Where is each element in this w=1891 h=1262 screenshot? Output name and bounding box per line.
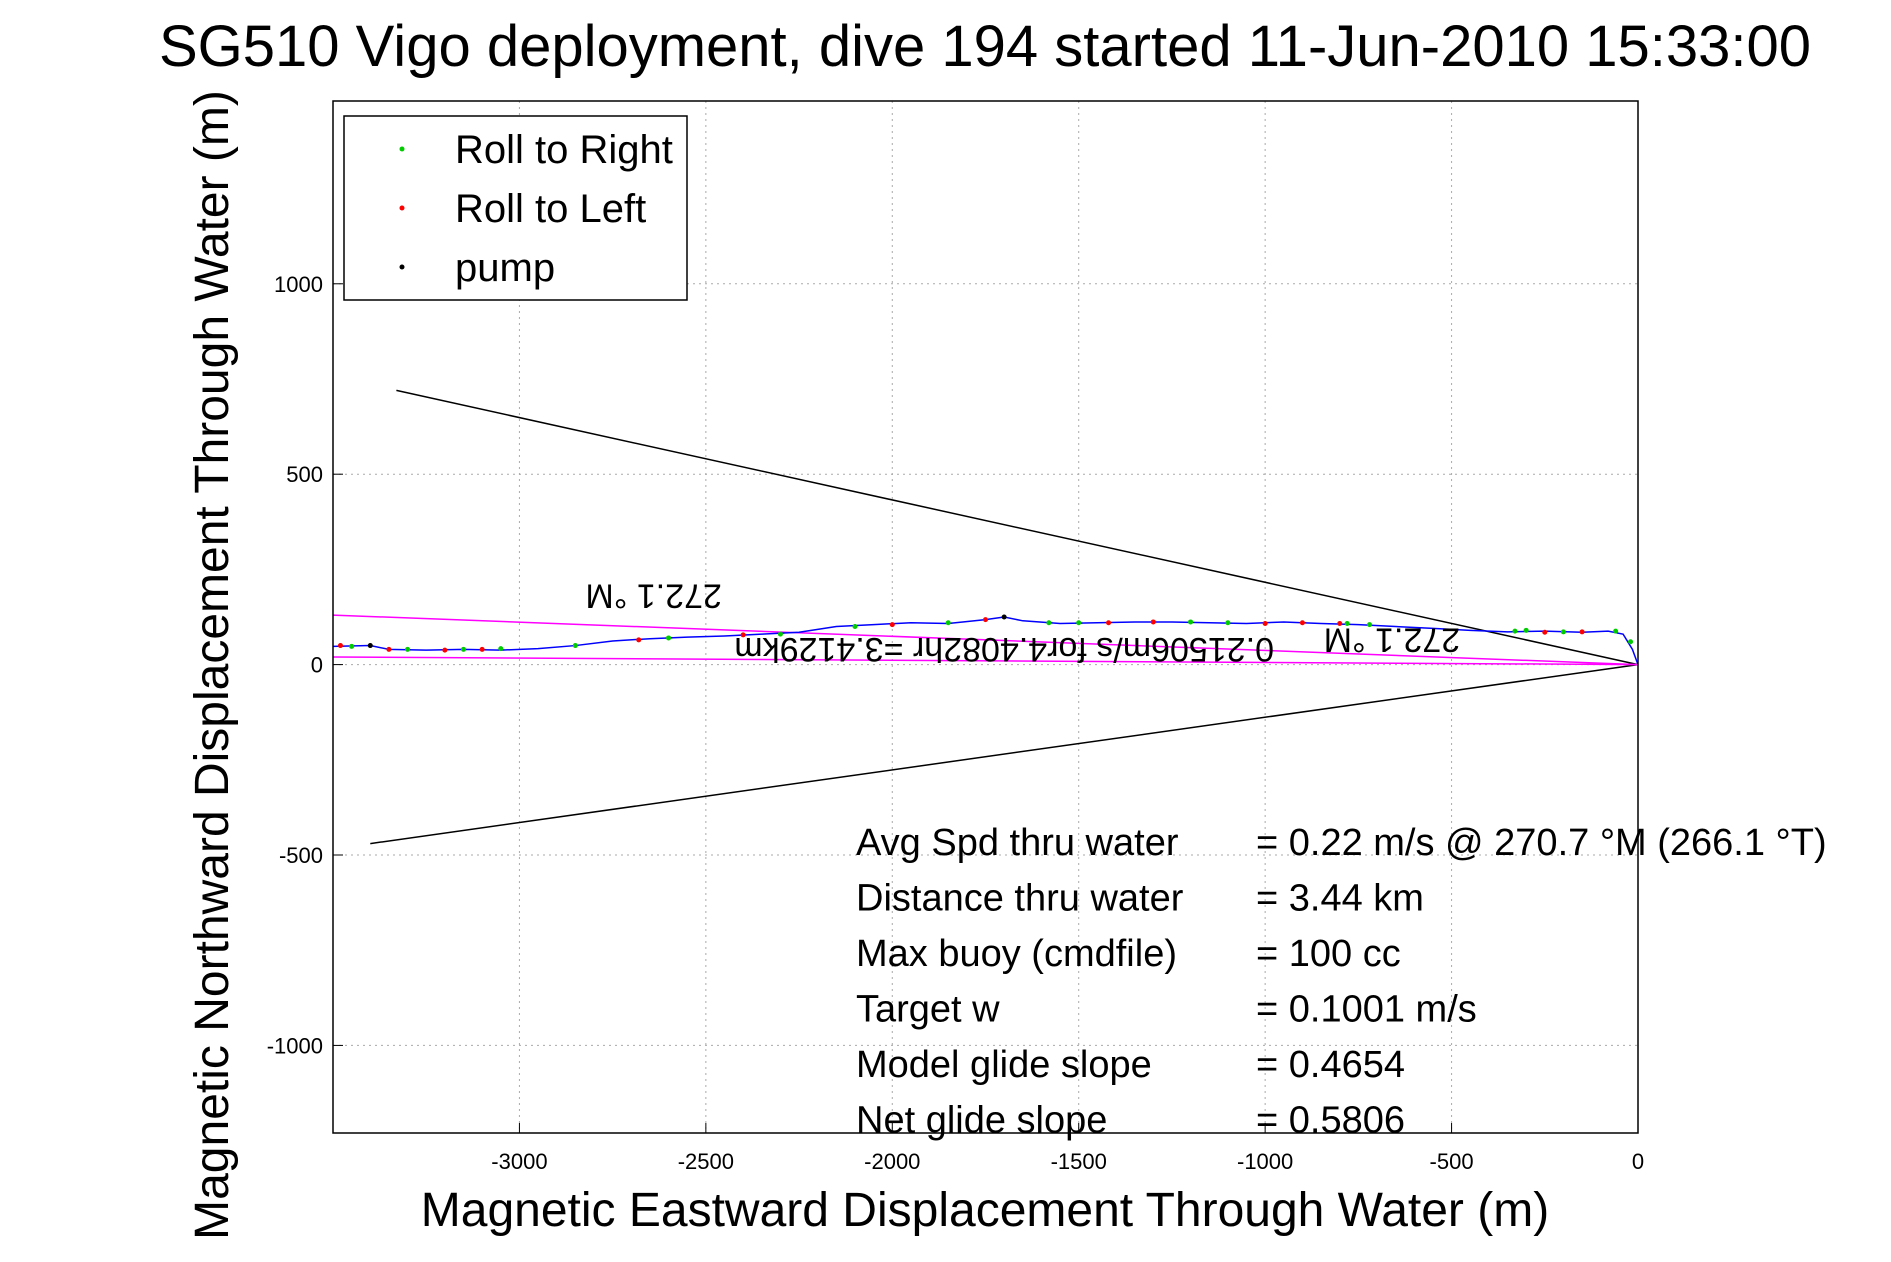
data-point xyxy=(1579,629,1585,635)
tick-labels: -3000 -2500 -2000 -1500 -1000 -500 0 -1000 -500 0… xyxy=(267,272,1644,1174)
data-point xyxy=(1337,620,1343,626)
data-point xyxy=(349,643,355,649)
data-point xyxy=(1106,620,1112,626)
y-axis-label: Magnetic Northward Displacement Through … xyxy=(186,90,239,1240)
x-tick-label: -2000 xyxy=(864,1149,920,1174)
annotation-label: Distance thru water xyxy=(856,878,1184,920)
legend: Roll to Right Roll to Left pump xyxy=(343,115,688,301)
y-tick-label: -500 xyxy=(279,843,323,868)
plot-label: 272.1 °M xyxy=(1324,620,1460,658)
plot-label: 0.21506m/s for4.4082hr =3.4129km xyxy=(734,630,1274,668)
y-tick-label: 0 xyxy=(311,653,323,678)
x-tick-label: -500 xyxy=(1430,1149,1474,1174)
annotation-value: = 0.22 m/s @ 270.7 °M (266.1 °T) xyxy=(1256,822,1827,864)
y-tick-label: 1000 xyxy=(274,272,323,297)
annotation-value: = 0.1001 m/s xyxy=(1256,989,1477,1031)
annotation-value: = 0.4654 xyxy=(1256,1044,1405,1086)
x-tick-label: -2500 xyxy=(678,1149,734,1174)
plot-lines xyxy=(332,389,1639,845)
annotation-label: Target w xyxy=(856,989,1000,1031)
data-point xyxy=(1344,620,1350,626)
heading-line xyxy=(332,614,1639,666)
data-point xyxy=(740,632,746,638)
data-point xyxy=(1076,620,1082,626)
heading-line xyxy=(332,656,1639,666)
data-point xyxy=(983,617,988,623)
data-point xyxy=(572,643,578,649)
data-point xyxy=(1225,620,1231,626)
x-tick-label: -1500 xyxy=(1051,1149,1107,1174)
legend-marker xyxy=(399,205,405,211)
annotation-label: Model glide slope xyxy=(856,1044,1152,1086)
data-point xyxy=(666,635,672,641)
data-point xyxy=(1628,639,1634,645)
data-point xyxy=(337,643,343,649)
data-point xyxy=(777,631,783,637)
plot-label: 272.1 °M xyxy=(585,577,721,615)
annotation-label: Net glide slope xyxy=(856,1100,1107,1142)
data-point xyxy=(479,646,485,652)
heading-wedge-line xyxy=(396,389,1639,666)
data-point xyxy=(1299,620,1305,626)
data-point xyxy=(1150,619,1156,625)
data-point xyxy=(461,646,466,652)
data-point xyxy=(889,622,895,628)
x-tick-label: -3000 xyxy=(491,1149,547,1174)
annotation-label: Avg Spd thru water xyxy=(856,822,1179,864)
y-tick-label: -1000 xyxy=(267,1033,323,1058)
x-tick-label: -1000 xyxy=(1237,1149,1293,1174)
series-line xyxy=(332,616,1639,665)
legend-label: pump xyxy=(455,246,555,290)
legend-label: Roll to Left xyxy=(455,187,646,231)
data-point xyxy=(1367,622,1373,628)
data-point xyxy=(1560,629,1566,635)
data-point xyxy=(1512,628,1518,634)
plot-labels: 272.1 °M 272.1 °M 0.21506m/s for4.4082hr =… xyxy=(585,577,1460,668)
data-point xyxy=(1613,628,1619,634)
data-point xyxy=(367,643,373,649)
annotation-value: = 100 cc xyxy=(1256,933,1401,975)
data-point xyxy=(1523,627,1529,633)
data-point xyxy=(1046,620,1052,626)
plot-frame xyxy=(332,100,1639,1134)
annotations: Avg Spd thru water = 0.22 m/s @ 270.7 °M … xyxy=(856,822,1827,1142)
heading-wedge-line xyxy=(370,663,1639,845)
x-tick-label: 0 xyxy=(1632,1149,1644,1174)
data-point xyxy=(945,620,951,626)
data-point xyxy=(1188,619,1194,625)
annotation-label: Max buoy (cmdfile) xyxy=(856,933,1177,975)
data-point xyxy=(405,646,411,652)
x-axis-label: Magnetic Eastward Displacement Through W… xyxy=(421,1184,1549,1237)
data-point xyxy=(442,647,448,653)
data-point xyxy=(1001,614,1007,620)
data-point xyxy=(1542,629,1548,635)
annotation-value: = 3.44 km xyxy=(1256,878,1424,920)
legend-marker xyxy=(399,264,405,270)
data-point xyxy=(386,646,392,652)
data-point xyxy=(1262,620,1268,626)
data-point xyxy=(498,646,504,652)
legend-label: Roll to Right xyxy=(455,128,673,172)
annotation-value: = 0.5806 xyxy=(1256,1100,1405,1142)
data-point xyxy=(636,637,642,643)
plot-markers xyxy=(337,614,1634,653)
y-tick-label: 500 xyxy=(286,462,323,487)
legend-marker xyxy=(399,146,405,152)
chart-title: SG510 Vigo deployment, dive 194 started … xyxy=(159,14,1811,79)
data-point xyxy=(852,624,858,630)
